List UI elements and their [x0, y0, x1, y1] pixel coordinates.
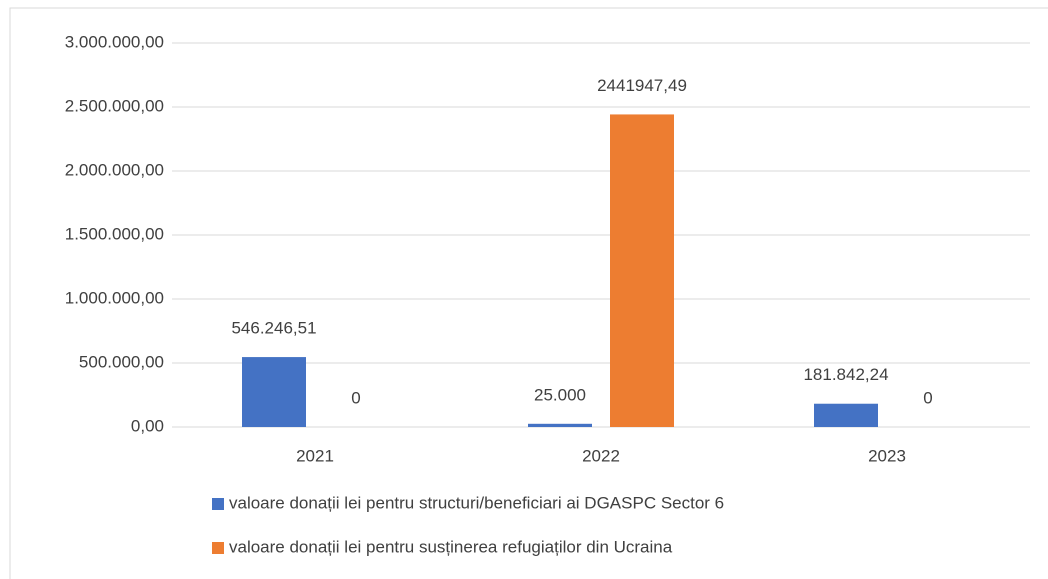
x-tick-label: 2023	[868, 446, 906, 465]
legend-label: valoare donații lei pentru structuri/ben…	[229, 493, 724, 512]
data-label: 0	[923, 388, 932, 407]
data-label: 25.000	[534, 385, 586, 404]
legend-label: valoare donații lei pentru susținerea re…	[229, 537, 673, 556]
y-tick-label: 3.000.000,00	[65, 32, 164, 51]
legend-swatch	[212, 542, 224, 554]
y-tick-label: 500.000,00	[79, 352, 164, 371]
y-tick-label: 1.000.000,00	[65, 288, 164, 307]
legend-swatch	[212, 498, 224, 510]
data-label: 2441947,49	[597, 76, 687, 95]
y-tick-label: 1.500.000,00	[65, 224, 164, 243]
data-label: 546.246,51	[231, 319, 316, 338]
data-label: 181.842,24	[803, 365, 888, 384]
bar	[814, 403, 878, 427]
y-tick-label: 0,00	[131, 416, 164, 435]
x-tick-label: 2021	[296, 446, 334, 465]
y-tick-label: 2.500.000,00	[65, 96, 164, 115]
bar	[610, 114, 674, 427]
data-label: 0	[351, 388, 360, 407]
y-tick-label: 2.000.000,00	[65, 160, 164, 179]
bar	[242, 357, 306, 427]
chart-border	[9, 7, 1048, 579]
bar	[528, 423, 592, 427]
x-tick-label: 2022	[582, 446, 620, 465]
